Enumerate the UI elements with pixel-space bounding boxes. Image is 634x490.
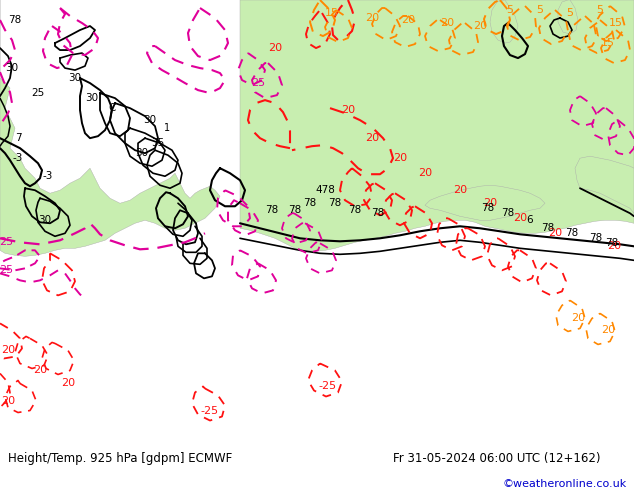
Text: 20: 20 bbox=[365, 13, 379, 23]
Text: 20: 20 bbox=[607, 241, 621, 251]
Text: 25: 25 bbox=[0, 237, 13, 247]
Text: C: C bbox=[108, 103, 115, 113]
Text: 78: 78 bbox=[348, 205, 361, 215]
Text: 78: 78 bbox=[266, 205, 278, 215]
Text: 25: 25 bbox=[0, 266, 13, 275]
Text: -25: -25 bbox=[319, 382, 337, 392]
Text: 20: 20 bbox=[401, 15, 415, 25]
Text: ©weatheronline.co.uk: ©weatheronline.co.uk bbox=[502, 479, 626, 489]
Text: 20: 20 bbox=[473, 21, 487, 31]
Text: 20: 20 bbox=[33, 366, 47, 375]
Text: 78: 78 bbox=[566, 228, 579, 238]
Text: 5: 5 bbox=[507, 5, 514, 15]
Text: 30: 30 bbox=[68, 73, 82, 83]
Text: 78: 78 bbox=[605, 238, 619, 248]
Text: 20: 20 bbox=[61, 378, 75, 389]
Text: 30: 30 bbox=[39, 215, 51, 225]
Text: 78: 78 bbox=[541, 223, 555, 233]
Text: 20: 20 bbox=[571, 314, 585, 323]
Text: -3: -3 bbox=[43, 171, 53, 181]
Text: 78: 78 bbox=[501, 208, 515, 218]
Text: 1: 1 bbox=[164, 123, 170, 133]
Text: 25: 25 bbox=[31, 88, 44, 98]
Text: -25: -25 bbox=[201, 406, 219, 416]
Text: 20: 20 bbox=[440, 18, 454, 28]
Text: 6: 6 bbox=[527, 215, 533, 225]
Text: 20: 20 bbox=[341, 105, 355, 115]
Text: 78: 78 bbox=[481, 203, 495, 213]
Text: 20: 20 bbox=[1, 395, 15, 406]
Text: 78: 78 bbox=[288, 205, 302, 215]
Text: 20: 20 bbox=[601, 325, 615, 336]
Text: 20: 20 bbox=[453, 185, 467, 195]
Text: 30: 30 bbox=[6, 63, 18, 73]
Text: 78: 78 bbox=[590, 233, 603, 244]
Text: 7: 7 bbox=[15, 133, 22, 143]
Text: -3: -3 bbox=[13, 153, 23, 163]
Text: 20: 20 bbox=[268, 43, 282, 53]
Text: 25: 25 bbox=[251, 78, 265, 88]
Text: 35: 35 bbox=[152, 138, 165, 148]
Text: 78: 78 bbox=[372, 208, 385, 218]
Text: 78: 78 bbox=[328, 198, 342, 208]
Text: 5: 5 bbox=[536, 5, 543, 15]
Text: 20: 20 bbox=[1, 345, 15, 355]
Text: 20: 20 bbox=[548, 228, 562, 238]
Text: 30: 30 bbox=[136, 148, 148, 158]
Text: 78: 78 bbox=[304, 198, 316, 208]
Text: Fr 31-05-2024 06:00 UTC (12+162): Fr 31-05-2024 06:00 UTC (12+162) bbox=[393, 452, 600, 465]
Text: 20: 20 bbox=[483, 198, 497, 208]
Text: 20: 20 bbox=[418, 168, 432, 178]
Text: 30: 30 bbox=[86, 93, 98, 103]
Text: 15: 15 bbox=[609, 18, 623, 28]
Text: 78: 78 bbox=[8, 15, 22, 25]
Text: 20: 20 bbox=[393, 153, 407, 163]
Text: 20: 20 bbox=[365, 133, 379, 143]
Text: 15: 15 bbox=[601, 38, 615, 48]
Text: 5: 5 bbox=[567, 8, 574, 18]
Text: Height/Temp. 925 hPa [gdpm] ECMWF: Height/Temp. 925 hPa [gdpm] ECMWF bbox=[8, 452, 232, 465]
Text: 30: 30 bbox=[143, 115, 157, 125]
Text: 5: 5 bbox=[597, 5, 604, 15]
Text: 20: 20 bbox=[513, 213, 527, 223]
Text: 15: 15 bbox=[325, 8, 339, 18]
Text: 478: 478 bbox=[315, 185, 335, 195]
